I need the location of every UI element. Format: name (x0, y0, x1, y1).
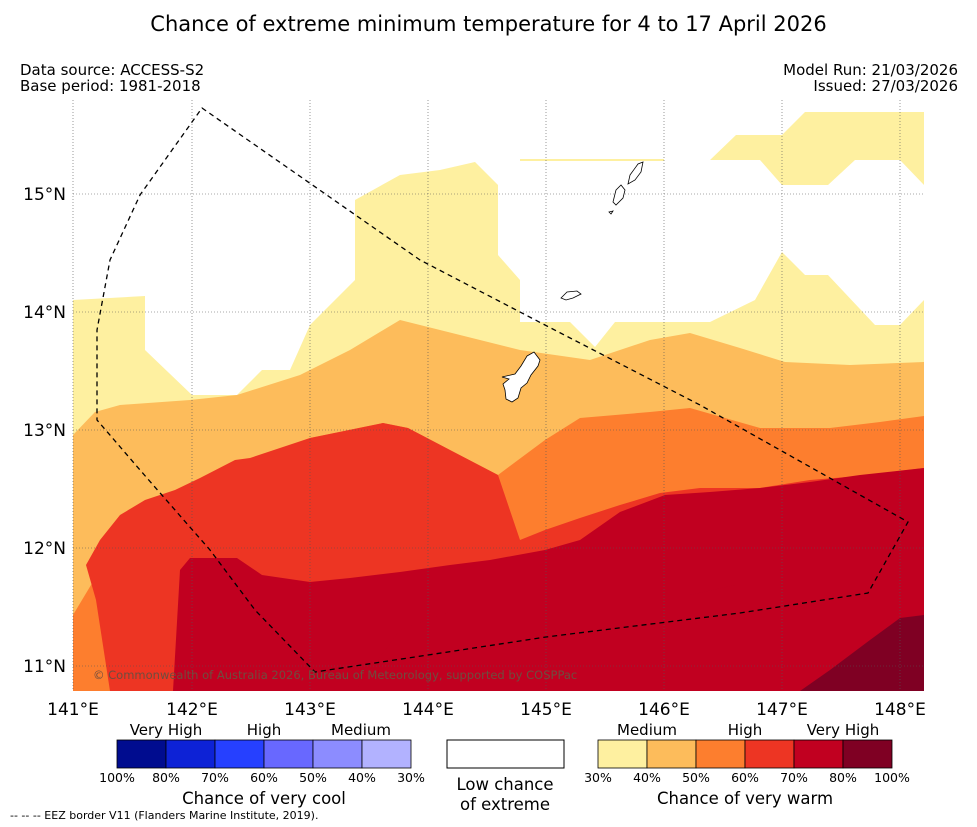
guam-island (501, 351, 541, 403)
warm-swatches (597, 739, 893, 769)
tinian-island (612, 184, 626, 206)
eez-border (96, 107, 909, 673)
cool-category-medium: Medium (331, 721, 391, 739)
warm-tick-label: 100% (874, 770, 910, 785)
warm-swatch (597, 739, 648, 769)
lat-label: 11°N (23, 657, 66, 677)
lon-label: 147°E (756, 700, 808, 720)
cool-tick-label: 80% (152, 770, 180, 785)
data-source: Data source: ACCESS-S2 (20, 61, 205, 79)
warm-legend-title: Chance of very warm (657, 789, 833, 808)
cool-swatch (263, 739, 314, 769)
warm-swatch (744, 739, 795, 769)
cool-tick-label: 30% (397, 770, 425, 785)
cool-swatches (116, 739, 412, 769)
band-70-80-south (355, 546, 924, 691)
cool-category-very-high: Very High (130, 721, 203, 739)
lat-label: 15°N (23, 185, 66, 205)
warm-swatch (793, 739, 844, 769)
cool-swatch (116, 739, 167, 769)
aguijan-island (608, 210, 614, 215)
warm-category-medium: Medium (617, 721, 677, 739)
warm-tick-label: 80% (829, 770, 857, 785)
warm-swatch (842, 739, 893, 769)
band-50-60-west (73, 600, 110, 691)
rota-island (560, 290, 582, 301)
legend-cool: Very High High Medium 100% 80% 70% 60% 50% 40… (99, 721, 425, 808)
meta-right: Model Run: 21/03/2026 Issued: 27/03/2026 (783, 62, 958, 94)
warm-swatch (646, 739, 697, 769)
lon-label: 143°E (284, 700, 336, 720)
low-legend-title-2: of extreme (460, 795, 550, 814)
lat-label: 14°N (23, 303, 66, 323)
copyright-text: © Commonwealth of Australia 2026, Bureau… (93, 668, 577, 682)
saipan-island (627, 161, 644, 185)
probability-field (73, 112, 924, 691)
warm-category-high: High (728, 721, 762, 739)
low-swatch (446, 739, 565, 769)
cool-tick-label: 70% (201, 770, 229, 785)
model-run: Model Run: 21/03/2026 (783, 61, 958, 79)
islands (501, 161, 644, 403)
lon-label: 142°E (166, 700, 218, 720)
cool-swatch (214, 739, 265, 769)
cool-legend-title: Chance of very cool (182, 789, 346, 808)
warm-tick-label: 50% (682, 770, 710, 785)
cool-tick-label: 50% (299, 770, 327, 785)
cool-tick-label: 40% (348, 770, 376, 785)
lat-label: 13°N (23, 421, 66, 441)
base-period: Base period: 1981-2018 (20, 77, 201, 95)
band-30-40-strip (520, 159, 664, 161)
lat-labels: 15°N 14°N 13°N 12°N 11°N (23, 185, 66, 677)
band-30-40-north (710, 112, 924, 185)
band-80-100 (800, 615, 924, 691)
eez-footnote: -- -- -- EEZ border V11 (Flanders Marine… (10, 809, 319, 822)
lon-label: 146°E (638, 700, 690, 720)
low-legend-title-1: Low chance (456, 775, 553, 794)
lat-label: 12°N (23, 539, 66, 559)
lon-label: 144°E (402, 700, 454, 720)
warm-swatch (695, 739, 746, 769)
lon-label: 141°E (47, 700, 99, 720)
cool-swatch (312, 739, 363, 769)
chart-title: Chance of extreme minimum temperature fo… (150, 12, 827, 36)
issued-date: Issued: 27/03/2026 (813, 77, 958, 95)
warm-tick-label: 70% (780, 770, 808, 785)
legend-warm: Medium High Very High 30% 40% 50% 60% 70% 80%… (584, 721, 910, 808)
meta-left: Data source: ACCESS-S2 Base period: 1981… (20, 62, 204, 94)
warm-tick-label: 40% (633, 770, 661, 785)
cool-ticks: 100% 80% 70% 60% 50% 40% 30% (99, 770, 425, 785)
cool-tick-label: 100% (99, 770, 135, 785)
cool-tick-label: 60% (250, 770, 278, 785)
warm-tick-label: 30% (584, 770, 612, 785)
lon-label: 145°E (520, 700, 572, 720)
cool-category-high: High (247, 721, 281, 739)
cool-swatch (165, 739, 216, 769)
warm-tick-label: 60% (731, 770, 759, 785)
lon-label: 148°E (874, 700, 926, 720)
grid (72, 100, 924, 691)
lon-labels: 141°E 142°E 143°E 144°E 145°E 146°E 147°… (47, 700, 926, 720)
warm-ticks: 30% 40% 50% 60% 70% 80% 100% (584, 770, 910, 785)
legend-low: Low chance of extreme (446, 739, 565, 814)
warm-category-very-high: Very High (807, 721, 880, 739)
cool-swatch (361, 739, 412, 769)
